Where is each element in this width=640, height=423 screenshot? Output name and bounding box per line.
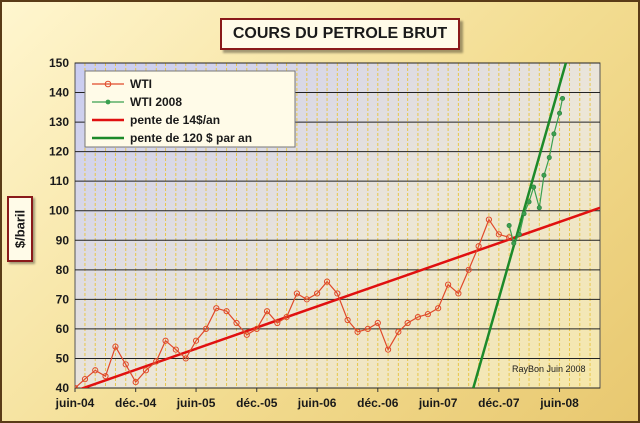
legend: WTI WTI 2008 pente de 14$/an pente de 120 $… (84, 70, 296, 148)
wti-2008-point (551, 131, 557, 137)
y-axis-label: $/baril (7, 196, 33, 262)
wti-point (303, 296, 310, 303)
wti-point (102, 373, 109, 380)
y-tick-label: 70 (56, 292, 70, 306)
axis-ticks: 40 50 60 70 80 90 100 110 120 130 140 150 juin-04 déc… (49, 56, 579, 410)
x-tick-label: juin-08 (539, 396, 579, 410)
wti-point (263, 308, 271, 315)
wti-2008-point (526, 199, 532, 205)
wti-2008-point (541, 172, 547, 178)
wti-point (75, 384, 79, 388)
wti-point (465, 266, 472, 273)
wti-point (283, 313, 290, 321)
wti-point (213, 305, 220, 312)
wti-point (142, 367, 150, 374)
x-tick-label: juin-07 (418, 396, 458, 410)
wti-point (132, 378, 139, 386)
wti-point (92, 367, 99, 374)
wti-2008-point (536, 205, 542, 211)
wti-point (495, 231, 502, 238)
wti-2008-point (560, 95, 566, 101)
wti-point (274, 319, 281, 327)
wti-point (162, 337, 169, 344)
wti-point (112, 343, 119, 350)
wti-point (81, 376, 89, 383)
wti-point (435, 305, 442, 312)
wti-point (334, 290, 341, 297)
legend-entry-2-label: pente de 14$/an (130, 113, 220, 127)
y-tick-label: 120 (49, 145, 69, 159)
x-tick-label: déc.-06 (357, 396, 399, 410)
wti-point (445, 281, 452, 288)
y-tick-label: 130 (49, 115, 69, 129)
wti-point (344, 316, 351, 324)
y-tick-label: 150 (49, 56, 69, 70)
wti-point (293, 290, 300, 297)
wti-point (374, 319, 381, 327)
credit-annotation: RayBon Juin 2008 (512, 364, 586, 374)
chart-title: COURS DU PETROLE BRUT (220, 18, 460, 50)
legend-entry-1-label: WTI 2008 (130, 95, 182, 109)
legend-entry-3-label: pente de 120 $ par an (130, 131, 252, 145)
x-tick-label: juin-05 (176, 396, 216, 410)
y-axis-label-text: $/baril (12, 209, 28, 249)
wti-point (314, 290, 321, 297)
x-tick-label: déc.-04 (115, 396, 157, 410)
wti-point (475, 243, 482, 250)
wti-point (364, 325, 371, 333)
x-tick-label: juin-04 (55, 396, 95, 410)
wti-2008-point (516, 231, 522, 237)
wti-point (122, 361, 129, 368)
wti-point (455, 290, 462, 297)
y-tick-label: 100 (49, 204, 69, 218)
wti-2008-point (557, 110, 563, 116)
wti-point (395, 328, 402, 335)
wti-point (424, 311, 431, 318)
x-tick-label: déc.-07 (478, 396, 520, 410)
wti-point (414, 313, 422, 321)
wti-2008-point (521, 211, 527, 217)
wti-point (192, 337, 200, 344)
wti-2008-point (511, 240, 517, 246)
wti-point (202, 325, 210, 333)
grid-lines (75, 62, 600, 389)
wti-point (404, 319, 411, 327)
wti-point (233, 319, 240, 327)
y-tick-label: 140 (49, 86, 69, 100)
wti-point (354, 328, 361, 335)
wti-2008-point (506, 223, 512, 229)
wti-point (153, 358, 160, 365)
chart-title-text: COURS DU PETROLE BRUT (232, 25, 448, 42)
y-tick-label: 60 (56, 322, 70, 336)
x-tick-label: déc.-05 (236, 396, 278, 410)
x-tick-label: juin-06 (297, 396, 337, 410)
y-tick-label: 90 (56, 233, 70, 247)
wti-point (172, 346, 179, 353)
wti-point (384, 346, 392, 353)
y-tick-label: 40 (56, 381, 70, 395)
wti-point (243, 331, 250, 338)
wti-point (182, 355, 189, 362)
series-layer (75, 63, 600, 388)
trend-line-120-per-year (472, 63, 568, 388)
legend-entry-0-label: WTI (130, 77, 152, 91)
wti-2008-point (546, 155, 552, 161)
legend-entry-1-marker (105, 99, 111, 105)
wti-point (485, 216, 492, 223)
wti-point (323, 278, 331, 285)
y-tick-label: 110 (50, 174, 70, 188)
wti-point (253, 325, 260, 333)
wti-point (223, 308, 230, 315)
y-tick-label: 50 (56, 351, 70, 365)
wti-2008-point (531, 184, 537, 190)
legend-entry-0-marker (104, 80, 112, 88)
y-tick-label: 80 (56, 263, 70, 277)
